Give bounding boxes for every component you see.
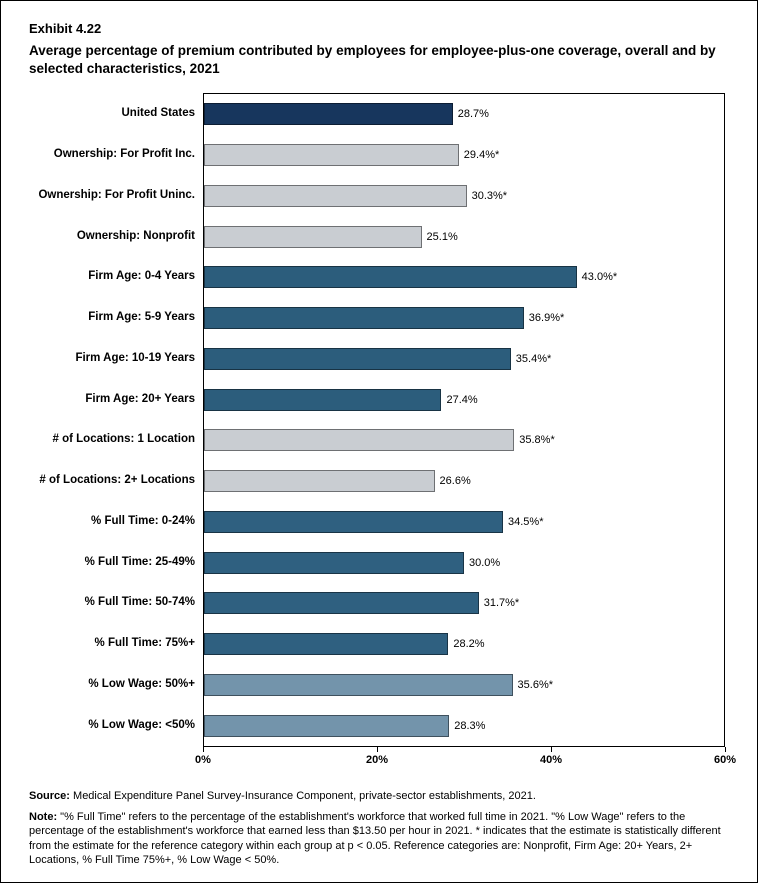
source-label: Source: bbox=[29, 790, 70, 803]
category-label: % Full Time: 75%+ bbox=[94, 637, 195, 650]
chart-header: Exhibit 4.22 Average percentage of premi… bbox=[1, 1, 757, 77]
note-text: "% Full Time" refers to the percentage o… bbox=[29, 810, 721, 867]
category-label: Ownership: For Profit Inc. bbox=[53, 148, 195, 161]
bar-row: 35.8%* bbox=[204, 420, 724, 461]
bar-row: 35.4%* bbox=[204, 339, 724, 380]
bar bbox=[204, 551, 464, 574]
bar-value-label: 35.4%* bbox=[515, 352, 552, 365]
bar bbox=[204, 429, 515, 452]
category-label: % Full Time: 25-49% bbox=[84, 555, 195, 568]
bar bbox=[204, 510, 503, 533]
category-label: Firm Age: 5-9 Years bbox=[88, 311, 195, 324]
chart-footer: Source: Medical Expenditure Panel Survey… bbox=[29, 789, 727, 868]
bar-row: 29.4%* bbox=[204, 135, 724, 176]
bar bbox=[204, 266, 577, 289]
category-label: # of Locations: 1 Location bbox=[52, 433, 195, 446]
x-axis-tick bbox=[203, 747, 204, 753]
x-axis-tick-label: 0% bbox=[195, 754, 211, 767]
bar-row: 28.7% bbox=[204, 94, 724, 135]
x-axis-spacer bbox=[11, 747, 203, 775]
bar bbox=[204, 673, 513, 696]
bar-value-label: 26.6% bbox=[439, 475, 471, 488]
category-label: Firm Age: 0-4 Years bbox=[88, 270, 195, 283]
x-axis-tick-label: 40% bbox=[539, 754, 563, 767]
bar-row: 31.7%* bbox=[204, 583, 724, 624]
bar-value-label: 36.9%* bbox=[528, 312, 565, 325]
bar bbox=[204, 714, 450, 737]
bar-row: 25.1% bbox=[204, 216, 724, 257]
category-label: % Full Time: 0-24% bbox=[91, 514, 195, 527]
chart-title: Average percentage of premium contribute… bbox=[29, 43, 716, 76]
category-labels-column: United States Ownership: For Profit Inc. O… bbox=[11, 93, 203, 745]
bar-value-label: 30.3%* bbox=[471, 189, 508, 202]
footnote: Note: "% Full Time" refers to the percen… bbox=[29, 810, 727, 868]
bar-value-label: 30.0% bbox=[469, 556, 501, 569]
x-axis-tick bbox=[725, 747, 726, 753]
bar bbox=[204, 103, 453, 126]
category-label: % Low Wage: <50% bbox=[88, 718, 195, 731]
bar bbox=[204, 307, 524, 330]
bar-value-label: 35.8%* bbox=[519, 434, 555, 447]
bar bbox=[204, 144, 459, 167]
x-axis-tick-label: 20% bbox=[365, 754, 389, 767]
exhibit-number: Exhibit 4.22 bbox=[29, 21, 102, 36]
bar-row: 43.0%* bbox=[204, 257, 724, 298]
bar-value-label: 31.7%* bbox=[483, 597, 520, 610]
note-label: Note: bbox=[29, 810, 58, 823]
bar bbox=[204, 470, 435, 493]
bar-row: 30.0% bbox=[204, 542, 724, 583]
x-axis-area: 0% 20% 40% 60% bbox=[195, 747, 736, 775]
x-axis: 0% 20% 40% 60% bbox=[11, 747, 736, 775]
source-note: Source: Medical Expenditure Panel Survey… bbox=[29, 789, 727, 804]
category-label: Ownership: Nonprofit bbox=[76, 229, 195, 242]
bar-row: 26.6% bbox=[204, 461, 724, 502]
bar-value-label: 28.7% bbox=[457, 108, 489, 121]
bar bbox=[204, 592, 479, 615]
bar bbox=[204, 347, 511, 370]
category-label: # of Locations: 2+ Locations bbox=[39, 474, 195, 487]
bar-value-label: 28.3% bbox=[454, 719, 486, 732]
bar-row: 28.2% bbox=[204, 624, 724, 665]
category-label: % Full Time: 50-74% bbox=[84, 596, 195, 609]
source-text: Medical Expenditure Panel Survey-Insuran… bbox=[69, 790, 536, 803]
bar-value-label: 35.6%* bbox=[517, 678, 554, 691]
x-axis-tick-label: 60% bbox=[713, 754, 737, 767]
category-label: % Low Wage: 50%+ bbox=[88, 677, 195, 690]
bar bbox=[204, 388, 442, 411]
bar-row: 35.6%* bbox=[204, 665, 724, 706]
category-label: Firm Age: 20+ Years bbox=[85, 392, 195, 405]
bar bbox=[204, 633, 449, 656]
category-label: Ownership: For Profit Uninc. bbox=[38, 188, 195, 201]
bar-value-label: 29.4%* bbox=[463, 149, 500, 162]
bar-chart: United States Ownership: For Profit Inc. O… bbox=[11, 93, 725, 748]
bar-value-label: 27.4% bbox=[446, 393, 478, 406]
bar-row: 28.3% bbox=[204, 705, 724, 746]
plot-area: 28.7% 29.4%* 30.3%* 25.1% 43.0%* 36.9%* 35.4%*… bbox=[203, 93, 725, 748]
bar-row: 27.4% bbox=[204, 379, 724, 420]
bar-value-label: 34.5%* bbox=[508, 515, 544, 528]
bar-value-label: 43.0%* bbox=[581, 271, 618, 284]
bar-row: 30.3%* bbox=[204, 176, 724, 217]
x-axis-tick bbox=[551, 747, 552, 753]
bar-row: 36.9%* bbox=[204, 298, 724, 339]
x-axis-tick bbox=[377, 747, 378, 753]
bar-value-label: 28.2% bbox=[453, 638, 485, 651]
bar bbox=[204, 184, 467, 207]
category-label: Firm Age: 10-19 Years bbox=[75, 351, 195, 364]
bar-value-label: 25.1% bbox=[426, 230, 458, 243]
category-label: United States bbox=[121, 107, 196, 120]
bar-row: 34.5%* bbox=[204, 502, 724, 543]
bar bbox=[204, 225, 422, 248]
